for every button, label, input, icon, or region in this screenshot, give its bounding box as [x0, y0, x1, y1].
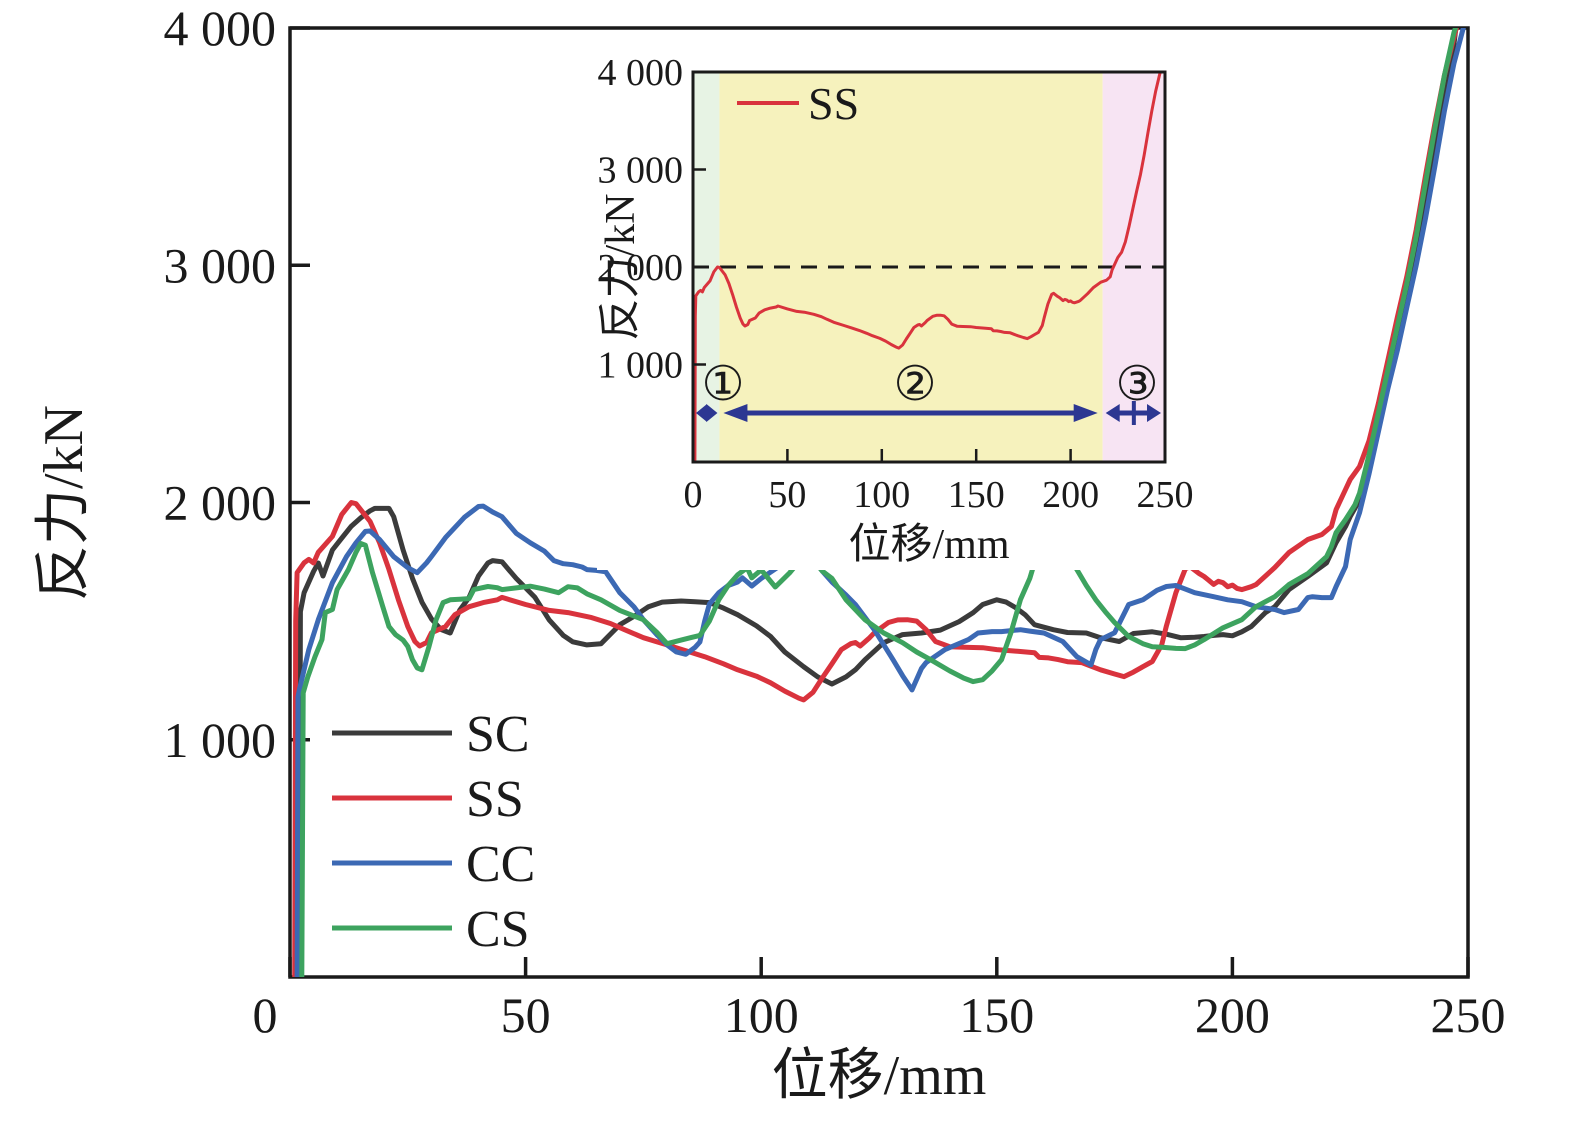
stage-arrow [696, 404, 718, 422]
stage-2-label: ② [893, 356, 936, 412]
inset-legend-label-ss: SS [808, 78, 859, 129]
inset-x-axis-title: 位移/mm [848, 521, 1009, 568]
inset-x-tick-label: 100 [853, 474, 910, 516]
inset-y-tick-label: 1 000 [598, 345, 684, 387]
main-y-tick-label: 4 000 [164, 0, 277, 56]
inset-plot: 1 000 2 000 3 000 4 000 0 50 100 150 200 250 [597, 34, 1245, 570]
stage-1-label: ① [701, 356, 744, 412]
main-y-tick-label: 1 000 [164, 712, 277, 768]
main-x-axis-title: 位移/mm [772, 1045, 987, 1107]
legend-label-cc: CC [466, 836, 535, 893]
inset-x-tick-label: 200 [1042, 474, 1099, 516]
main-x-tick-label: 150 [959, 987, 1034, 1043]
inset-x-tick-label: 150 [948, 474, 1005, 516]
main-legend: SC SS CC CS [332, 706, 535, 958]
inset-y-tick-label: 2 000 [598, 247, 684, 289]
main-y-axis-title: 反力/kN [33, 405, 95, 601]
main-y-tick-label: 3 000 [164, 237, 277, 293]
inset-x-tick-label: 0 [684, 474, 703, 516]
main-x-tick-label: 100 [724, 987, 799, 1043]
legend-label-cs: CS [466, 901, 530, 958]
legend-label-ss: SS [466, 771, 524, 828]
inset-labels: 反力/kN 位移/mm SS ① ② ③ [598, 78, 1159, 568]
inset-y-tick-label: 3 000 [598, 150, 684, 192]
main-x-tick-label: 0 [253, 987, 278, 1043]
inset-series-SS-path [693, 72, 1162, 462]
legend-label-sc: SC [466, 706, 530, 763]
series-SC-path [296, 28, 1459, 977]
stage-3-label: ③ [1115, 356, 1158, 412]
stage-arrow [723, 404, 1098, 422]
inset-x-tick-label: 50 [768, 474, 806, 516]
main-x-tick-label: 50 [501, 987, 551, 1043]
inset-y-tick-label: 4 000 [598, 52, 684, 94]
inset-x-tick-label: 250 [1137, 474, 1194, 516]
inset-y-axis-title: 反力/kN [598, 193, 644, 340]
main-x-tick-label: 200 [1195, 987, 1270, 1043]
main-y-tick-label: 2 000 [164, 475, 277, 531]
main-x-tick-label: 250 [1431, 987, 1506, 1043]
